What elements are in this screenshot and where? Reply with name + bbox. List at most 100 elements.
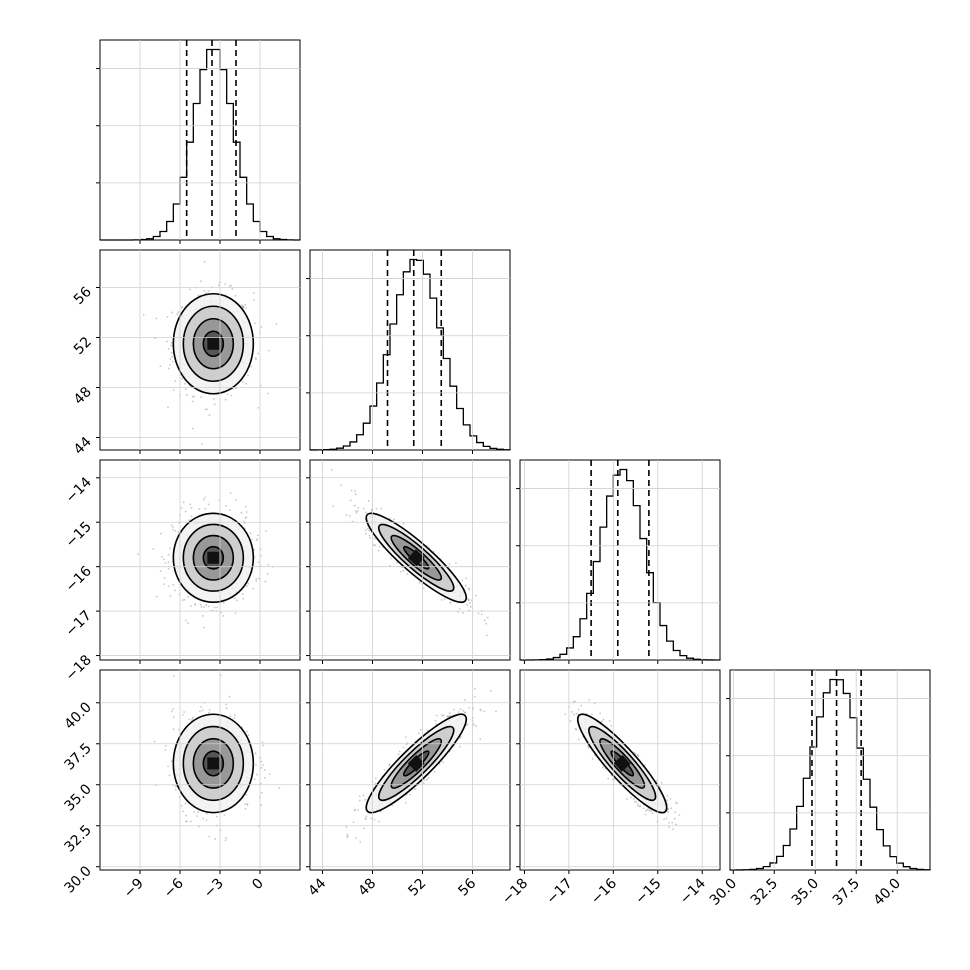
- histogram-step: [309, 258, 511, 451]
- scatter-point: [188, 718, 191, 721]
- scatter-point: [245, 516, 248, 519]
- scatter-point: [464, 698, 466, 701]
- scatter-point: [169, 595, 172, 598]
- panels: 44485256−18−17−16−15−1430.032.535.037.54…: [61, 39, 931, 909]
- scatter-point: [180, 804, 183, 807]
- scatter-point: [184, 388, 187, 390]
- scatter-point: [180, 306, 183, 309]
- scatter-point: [256, 773, 258, 776]
- scatter-point: [229, 509, 232, 512]
- scatter-point: [264, 580, 267, 583]
- scatter-point: [162, 583, 165, 585]
- scatter-point: [418, 581, 421, 584]
- scatter-point: [442, 714, 445, 717]
- x-tick-label: 56: [455, 875, 479, 899]
- scatter-point: [171, 356, 174, 358]
- scatter-point: [225, 504, 228, 507]
- scatter-point: [172, 526, 174, 528]
- scatter-point: [406, 573, 409, 575]
- scatter-point: [457, 711, 460, 713]
- scatter-point: [417, 732, 420, 735]
- scatter-point: [172, 708, 174, 710]
- scatter-point: [242, 597, 244, 600]
- scatter-point: [268, 772, 271, 775]
- scatter-point: [191, 395, 194, 398]
- scatter-point: [468, 588, 470, 591]
- scatter-point: [164, 748, 167, 751]
- scatter-point: [404, 801, 407, 804]
- scatter-point: [243, 522, 246, 525]
- scatter-point: [142, 314, 145, 316]
- scatter-point: [254, 752, 257, 755]
- scatter-point: [228, 285, 231, 287]
- scatter-point: [168, 363, 171, 366]
- scatter-point: [249, 532, 252, 535]
- scatter-point: [398, 750, 401, 753]
- scatter-point: [233, 714, 236, 717]
- scatter-point: [174, 589, 177, 592]
- scatter-point: [637, 755, 640, 758]
- scatter-point: [365, 815, 368, 818]
- scatter-point: [362, 794, 365, 797]
- scatter-point: [427, 776, 430, 779]
- scatter-point: [374, 777, 377, 780]
- scatter-point: [222, 615, 225, 617]
- scatter-point: [254, 322, 256, 325]
- scatter-point: [172, 674, 175, 677]
- density-peak: [207, 551, 220, 564]
- scatter-point: [182, 501, 185, 504]
- scatter-point: [255, 580, 258, 582]
- scatter-point: [167, 553, 170, 556]
- histogram-step: [729, 678, 931, 871]
- scatter-point: [655, 779, 658, 782]
- scatter-point: [246, 802, 248, 805]
- scatter-point: [258, 577, 260, 580]
- x-tick-label: −3: [201, 876, 227, 902]
- scatter-point: [247, 734, 250, 737]
- scatter-point: [422, 782, 425, 785]
- scatter-point: [174, 785, 177, 788]
- scatter-point: [208, 708, 211, 711]
- scatter-point: [262, 744, 265, 747]
- scatter-point: [189, 820, 192, 823]
- scatter-point: [368, 534, 371, 537]
- scatter-point: [374, 537, 377, 540]
- histogram-panel-3: 30.0 32.5 35.0 37.5 40.0: [707, 669, 931, 909]
- scatter-point: [225, 837, 227, 839]
- scatter-point: [181, 713, 184, 716]
- scatter-point: [357, 506, 360, 509]
- scatter-point: [245, 511, 248, 513]
- y-tick-label: −15: [63, 519, 95, 551]
- scatter-point: [459, 708, 462, 711]
- scatter-point: [208, 835, 211, 838]
- scatter-point: [402, 746, 405, 749]
- scatter-point: [257, 406, 260, 409]
- scatter-point: [264, 530, 267, 532]
- scatter-point: [246, 730, 248, 733]
- x-tick-label: −15: [632, 876, 664, 908]
- scatter-point: [172, 583, 175, 586]
- scatter-point: [374, 782, 377, 785]
- scatter-point: [599, 712, 602, 715]
- scatter-point: [181, 377, 183, 380]
- scatter-point: [235, 499, 238, 501]
- scatter-point: [675, 823, 677, 826]
- scatter-point: [580, 704, 583, 707]
- panel-frame: [99, 669, 301, 871]
- scatter-point: [201, 709, 204, 712]
- scatter-point: [180, 507, 183, 509]
- scatter-point: [434, 720, 437, 722]
- scatter-point: [380, 507, 382, 510]
- scatter-point: [171, 360, 174, 363]
- scatter-point: [637, 805, 639, 807]
- scatter-point: [356, 510, 359, 512]
- scatter-point: [613, 778, 616, 781]
- scatter-point: [366, 527, 369, 530]
- scatter-point: [359, 840, 362, 843]
- y-tick-label: 56: [71, 284, 95, 308]
- scatter-point: [240, 511, 243, 514]
- scatter-point: [367, 499, 370, 502]
- scatter-point: [370, 817, 373, 820]
- scatter-point: [166, 340, 168, 343]
